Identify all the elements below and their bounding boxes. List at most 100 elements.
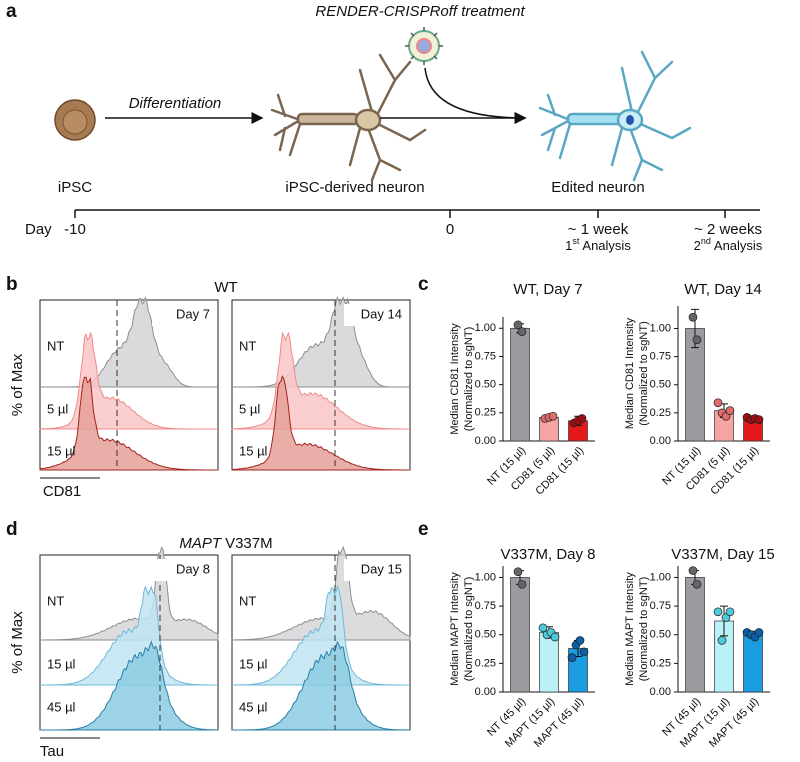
data-point [577, 414, 587, 423]
row-label: 45 µl [239, 699, 268, 714]
data-point [717, 636, 727, 645]
y-tick-label: 1.00 [650, 571, 671, 583]
bar [685, 577, 705, 693]
y-axis-label: Median CD81 Intensity [449, 323, 461, 435]
row-label: NT [239, 338, 256, 353]
y-tick-label: 0.00 [475, 435, 496, 447]
y-axis-label: Median CD81 Intensity [624, 317, 636, 429]
analysis-label: 2nd Analysis [694, 236, 763, 253]
y-tick-label: 1.00 [475, 571, 496, 583]
timeline-tick: -10 [64, 221, 86, 238]
data-point [713, 398, 723, 408]
bar [743, 634, 763, 693]
data-point [754, 415, 764, 424]
row-label: 15 µl [239, 656, 268, 671]
y-tick-label: 0.50 [475, 629, 496, 641]
y-tick-label: 0.50 [650, 379, 671, 391]
bar [510, 577, 530, 693]
day-label-bg [152, 559, 214, 581]
row-label: NT [47, 338, 64, 353]
timeline-tick: ~ 1 week [568, 221, 629, 238]
bar-chart: WT, Day 14 Median CD81 Intensity (Normaliz… [624, 281, 770, 497]
row-label: 45 µl [47, 699, 76, 714]
data-point [688, 312, 698, 322]
histogram [231, 375, 410, 471]
row-label: 15 µl [47, 443, 76, 458]
bar-chart: V337M, Day 8 Median MAPT Intensity (Normal… [449, 546, 596, 750]
analysis-label: 1st Analysis [565, 236, 631, 253]
chart-title: V337M, Day 15 [671, 546, 774, 563]
bar-chart: V337M, Day 15 Median MAPT Intensity (Norma… [624, 546, 775, 750]
data-point [692, 579, 702, 589]
bar-chart: WT, Day 7 Median CD81 Intensity (Normalize… [449, 281, 595, 497]
histogram-panel: Day 15 [231, 545, 411, 731]
stage-label: iPSC [58, 179, 92, 196]
row-label: 15 µl [239, 443, 268, 458]
y-tick-label: 0.00 [475, 686, 496, 698]
stage-label: iPSC-derived neuron [285, 179, 424, 196]
y-tick-label: 0.75 [475, 350, 496, 362]
data-point [725, 406, 735, 415]
data-point [713, 607, 723, 617]
y-axis-label: (Normalized to sgNT) [463, 327, 475, 432]
data-point [538, 623, 548, 633]
timeline-tick: ~ 2 weeks [694, 221, 762, 238]
row-label: NT [47, 593, 64, 608]
panel-label: e [418, 519, 429, 540]
data-point [513, 567, 523, 577]
x-axis-label: Tau [40, 743, 64, 760]
data-point [550, 632, 560, 642]
ipsc-icon [54, 99, 96, 141]
histogram [40, 585, 218, 686]
y-tick-label: 0.00 [650, 435, 671, 447]
histogram [232, 585, 410, 686]
histogram [40, 546, 219, 641]
y-axis-label: % of Max [9, 611, 26, 674]
day-label: Day 7 [176, 306, 210, 321]
row-label: 15 µl [47, 656, 76, 671]
y-tick-label: 0.25 [475, 657, 496, 669]
y-tick-label: 0.50 [650, 629, 671, 641]
y-tick-label: 0.75 [650, 351, 671, 363]
data-point [688, 566, 698, 575]
y-axis-label: % of Max [9, 353, 26, 416]
x-axis-label: CD81 [43, 483, 81, 500]
treatment-label: RENDER-CRISPRoff treatment [315, 3, 525, 20]
day-label-bg [344, 559, 406, 581]
data-point [579, 647, 589, 657]
edited-neuron-icon [538, 50, 692, 182]
flow-title: WT [214, 279, 237, 296]
row-label: 5 µl [47, 401, 68, 416]
histogram [232, 640, 410, 731]
data-point [517, 327, 527, 337]
differentiation-label: Differentiation [129, 95, 222, 112]
data-point [548, 411, 558, 421]
panel-label: d [6, 519, 18, 540]
y-tick-label: 0.75 [475, 600, 496, 612]
panel-label: b [6, 274, 18, 295]
flow-histograms: % of Max CD81 Day 7 NT 5 µl 15 µl Day 14 NT 5 µl… [9, 296, 411, 760]
data-point [517, 579, 527, 589]
data-point [575, 636, 585, 645]
histogram [40, 640, 219, 731]
chart-title: V337M, Day 8 [500, 546, 595, 563]
y-axis-label: (Normalized to sgNT) [638, 577, 650, 682]
data-point [513, 320, 523, 330]
bar [510, 327, 530, 442]
neuron-icon [270, 53, 427, 182]
y-tick-label: 0.50 [475, 379, 496, 391]
histogram [39, 376, 218, 471]
y-axis-label: (Normalized to sgNT) [638, 321, 650, 426]
y-tick-label: 0.25 [650, 657, 671, 669]
day-label-bg [152, 304, 214, 326]
chart-title: WT, Day 7 [513, 281, 582, 298]
histogram-panel: Day 8 [39, 546, 219, 731]
y-tick-label: 0.00 [650, 686, 671, 698]
bar [539, 632, 559, 693]
y-axis-label: Median MAPT Intensity [449, 572, 461, 686]
timeline-label: Day [25, 221, 52, 238]
data-point [725, 607, 735, 617]
